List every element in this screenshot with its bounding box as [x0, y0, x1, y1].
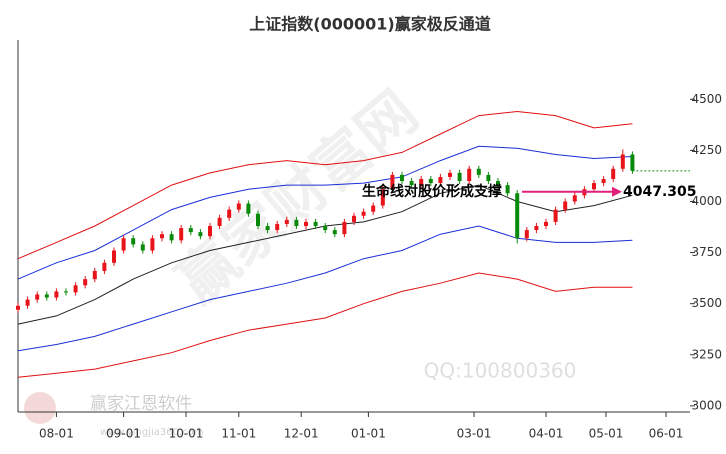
candle-body — [620, 154, 625, 169]
y-tick-label: 4250 — [691, 143, 722, 157]
candle-body — [179, 228, 184, 241]
watermark: QQ:100800360 — [424, 359, 577, 383]
logo — [24, 392, 56, 424]
candle-body — [390, 174, 395, 190]
candle-body — [630, 154, 635, 171]
candle-body — [265, 226, 270, 231]
candle-body — [140, 244, 145, 251]
annotation-value: 4047.305 — [623, 184, 697, 200]
candle-body — [611, 168, 616, 179]
candle-body — [54, 291, 59, 298]
candle-body — [371, 205, 376, 212]
candle-body — [83, 279, 88, 286]
candle-body — [428, 178, 433, 184]
candle-body — [457, 172, 462, 182]
candle-body — [44, 294, 49, 298]
x-tick-label: 03-01 — [457, 427, 492, 441]
channel-line — [17, 145, 633, 280]
candle-body — [572, 195, 577, 202]
x-tick-label: 12-01 — [284, 427, 319, 441]
candle-body — [169, 234, 174, 241]
candle-body — [448, 172, 452, 177]
candle-body — [160, 234, 164, 239]
y-tick-label: 4500 — [691, 92, 722, 106]
candle-body — [198, 232, 203, 237]
candle-body — [505, 185, 510, 194]
candle-body — [400, 174, 404, 182]
channel-line — [17, 272, 633, 378]
candle-body — [150, 238, 155, 251]
candle-body — [380, 189, 385, 206]
x-tick-label: 08-01 — [39, 427, 74, 441]
candle-body — [486, 174, 491, 182]
candle-body — [227, 209, 232, 218]
candle-body — [121, 238, 126, 251]
candle-body — [246, 203, 251, 214]
candle-body — [64, 291, 68, 293]
x-tick-label: 04-01 — [529, 427, 564, 441]
candle-body — [534, 226, 539, 231]
chart-title: 上证指数(000001)赢家极反通道 — [249, 15, 490, 34]
candle-body — [16, 305, 20, 310]
plot: 3000 3250 3500 3750 4000 4250 4500 08-01 09-01 10… — [16, 92, 722, 441]
y-tick-label: 3000 — [691, 398, 722, 412]
candle-body — [467, 168, 472, 182]
candle-body — [352, 215, 356, 222]
candle-body — [342, 221, 347, 235]
y-tick-label: 3250 — [691, 347, 722, 361]
candle-body — [208, 226, 212, 237]
candle-body — [256, 213, 260, 226]
candle-body — [217, 217, 222, 226]
x-tick-label: 11-01 — [221, 427, 256, 441]
candle-body — [323, 226, 328, 231]
candle-body — [524, 230, 529, 239]
candle-body — [92, 270, 97, 280]
candle-body — [73, 285, 78, 293]
y-tick-label: 4000 — [691, 194, 722, 208]
candle-body — [236, 203, 241, 210]
candle-body — [112, 250, 116, 263]
channel-line — [17, 225, 633, 352]
candle-body — [419, 178, 424, 186]
watermark: 赢家江恩软件 — [90, 394, 192, 414]
channel-line — [17, 110, 633, 260]
y-tick-label: 3750 — [691, 245, 722, 259]
candle-body — [553, 209, 558, 222]
x-tick-label: 10-01 — [169, 427, 204, 441]
candle-body — [496, 181, 500, 186]
candle-body — [25, 299, 30, 306]
candle-body — [592, 183, 596, 190]
candle-body — [361, 211, 366, 216]
y-tick-label: 3500 — [691, 296, 722, 310]
candle-body — [544, 221, 548, 226]
candle-body — [35, 294, 40, 300]
candle-body — [601, 178, 606, 184]
candle-body — [304, 221, 308, 226]
x-tick-label: 09-01 — [106, 427, 141, 441]
x-tick-label: 06-01 — [649, 427, 684, 441]
candle-body — [563, 201, 568, 210]
arrow-head — [612, 186, 622, 197]
x-tick-label: 01-01 — [351, 427, 386, 441]
candle-body — [294, 219, 299, 226]
candle-body — [515, 193, 520, 239]
candle-body — [438, 176, 443, 184]
candle-body — [409, 181, 414, 186]
candle-body — [284, 219, 289, 224]
annotation-text: 生命线对股价形成支撑 — [362, 183, 502, 200]
candle-body — [102, 262, 107, 271]
candle-body — [332, 230, 337, 235]
candle-body — [188, 228, 193, 233]
candle-body — [313, 221, 318, 226]
candle-body — [476, 168, 481, 175]
candle-body — [275, 223, 280, 231]
watermark: www.yingjia360.com — [100, 427, 204, 438]
candle-body — [131, 238, 136, 245]
x-tick-label: 05-01 — [589, 427, 624, 441]
